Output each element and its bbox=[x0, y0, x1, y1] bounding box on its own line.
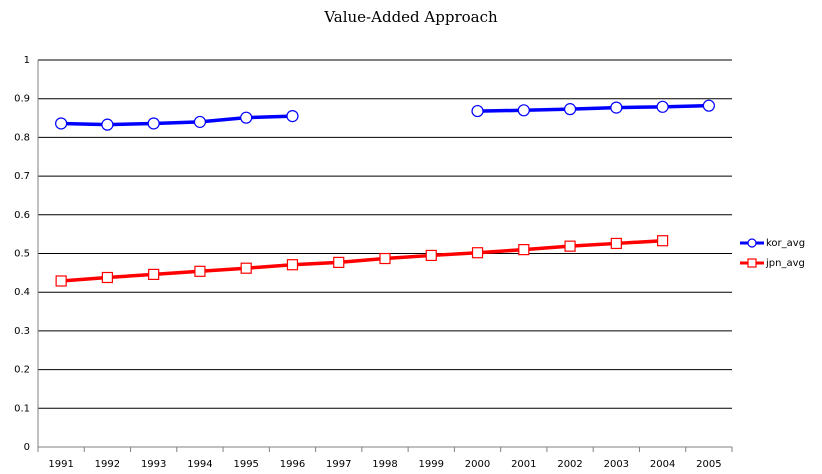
x-tick-label: 1993 bbox=[141, 459, 166, 470]
x-tick-label: 2001 bbox=[511, 459, 536, 470]
marker bbox=[747, 258, 757, 268]
marker bbox=[564, 240, 576, 252]
series-line bbox=[61, 103, 709, 127]
marker bbox=[656, 235, 669, 247]
marker bbox=[333, 256, 345, 269]
marker bbox=[610, 101, 623, 114]
marker bbox=[702, 99, 715, 112]
marker bbox=[101, 118, 114, 131]
marker bbox=[656, 100, 669, 113]
x-tick-label: 2004 bbox=[650, 459, 675, 470]
x-tick-label: 1997 bbox=[326, 459, 351, 470]
x-tick-label: 1995 bbox=[233, 459, 258, 470]
x-tick-label: 2002 bbox=[557, 459, 582, 470]
y-tick-label: 0.8 bbox=[14, 132, 30, 143]
x-tick-label: 1996 bbox=[280, 459, 305, 470]
y-tick-label: 0.4 bbox=[14, 287, 30, 298]
marker bbox=[471, 104, 484, 118]
marker bbox=[286, 110, 299, 123]
marker bbox=[610, 237, 622, 250]
marker bbox=[563, 103, 577, 116]
marker bbox=[194, 265, 206, 277]
y-tick-label: 0.3 bbox=[14, 326, 30, 337]
y-tick-label: 1 bbox=[24, 55, 30, 66]
marker bbox=[747, 238, 757, 248]
series-line bbox=[61, 238, 663, 283]
legend-label: jpn_avg bbox=[765, 258, 805, 269]
marker bbox=[55, 275, 67, 287]
marker bbox=[101, 271, 114, 284]
x-tick-label: 1992 bbox=[95, 459, 120, 470]
legend-label: kor_avg bbox=[766, 238, 805, 249]
y-tick-label: 0.2 bbox=[14, 365, 30, 376]
y-tick-label: 0.7 bbox=[14, 171, 30, 182]
marker bbox=[425, 249, 437, 262]
y-tick-label: 0.9 bbox=[14, 94, 30, 105]
y-tick-label: 0.6 bbox=[14, 210, 30, 221]
marker bbox=[379, 252, 391, 265]
y-tick-label: 0 bbox=[24, 442, 30, 453]
marker bbox=[240, 262, 252, 274]
marker bbox=[471, 247, 484, 259]
marker bbox=[518, 244, 530, 256]
marker bbox=[517, 104, 530, 117]
x-tick-label: 2003 bbox=[604, 459, 629, 470]
marker bbox=[147, 117, 160, 130]
x-tick-label: 2000 bbox=[465, 459, 490, 470]
y-tick-label: 0.1 bbox=[14, 403, 30, 414]
marker bbox=[193, 115, 207, 129]
y-tick-label: 0.5 bbox=[14, 249, 30, 260]
marker bbox=[240, 111, 253, 124]
x-tick-label: 2005 bbox=[696, 459, 721, 470]
marker bbox=[55, 117, 68, 130]
x-tick-label: 1994 bbox=[187, 459, 212, 470]
x-tick-label: 1991 bbox=[48, 459, 73, 470]
marker bbox=[286, 259, 299, 271]
marker bbox=[148, 268, 160, 280]
x-tick-label: 1998 bbox=[372, 459, 397, 470]
chart-title: Value-Added Approach bbox=[323, 8, 498, 26]
x-tick-label: 1999 bbox=[419, 459, 444, 470]
